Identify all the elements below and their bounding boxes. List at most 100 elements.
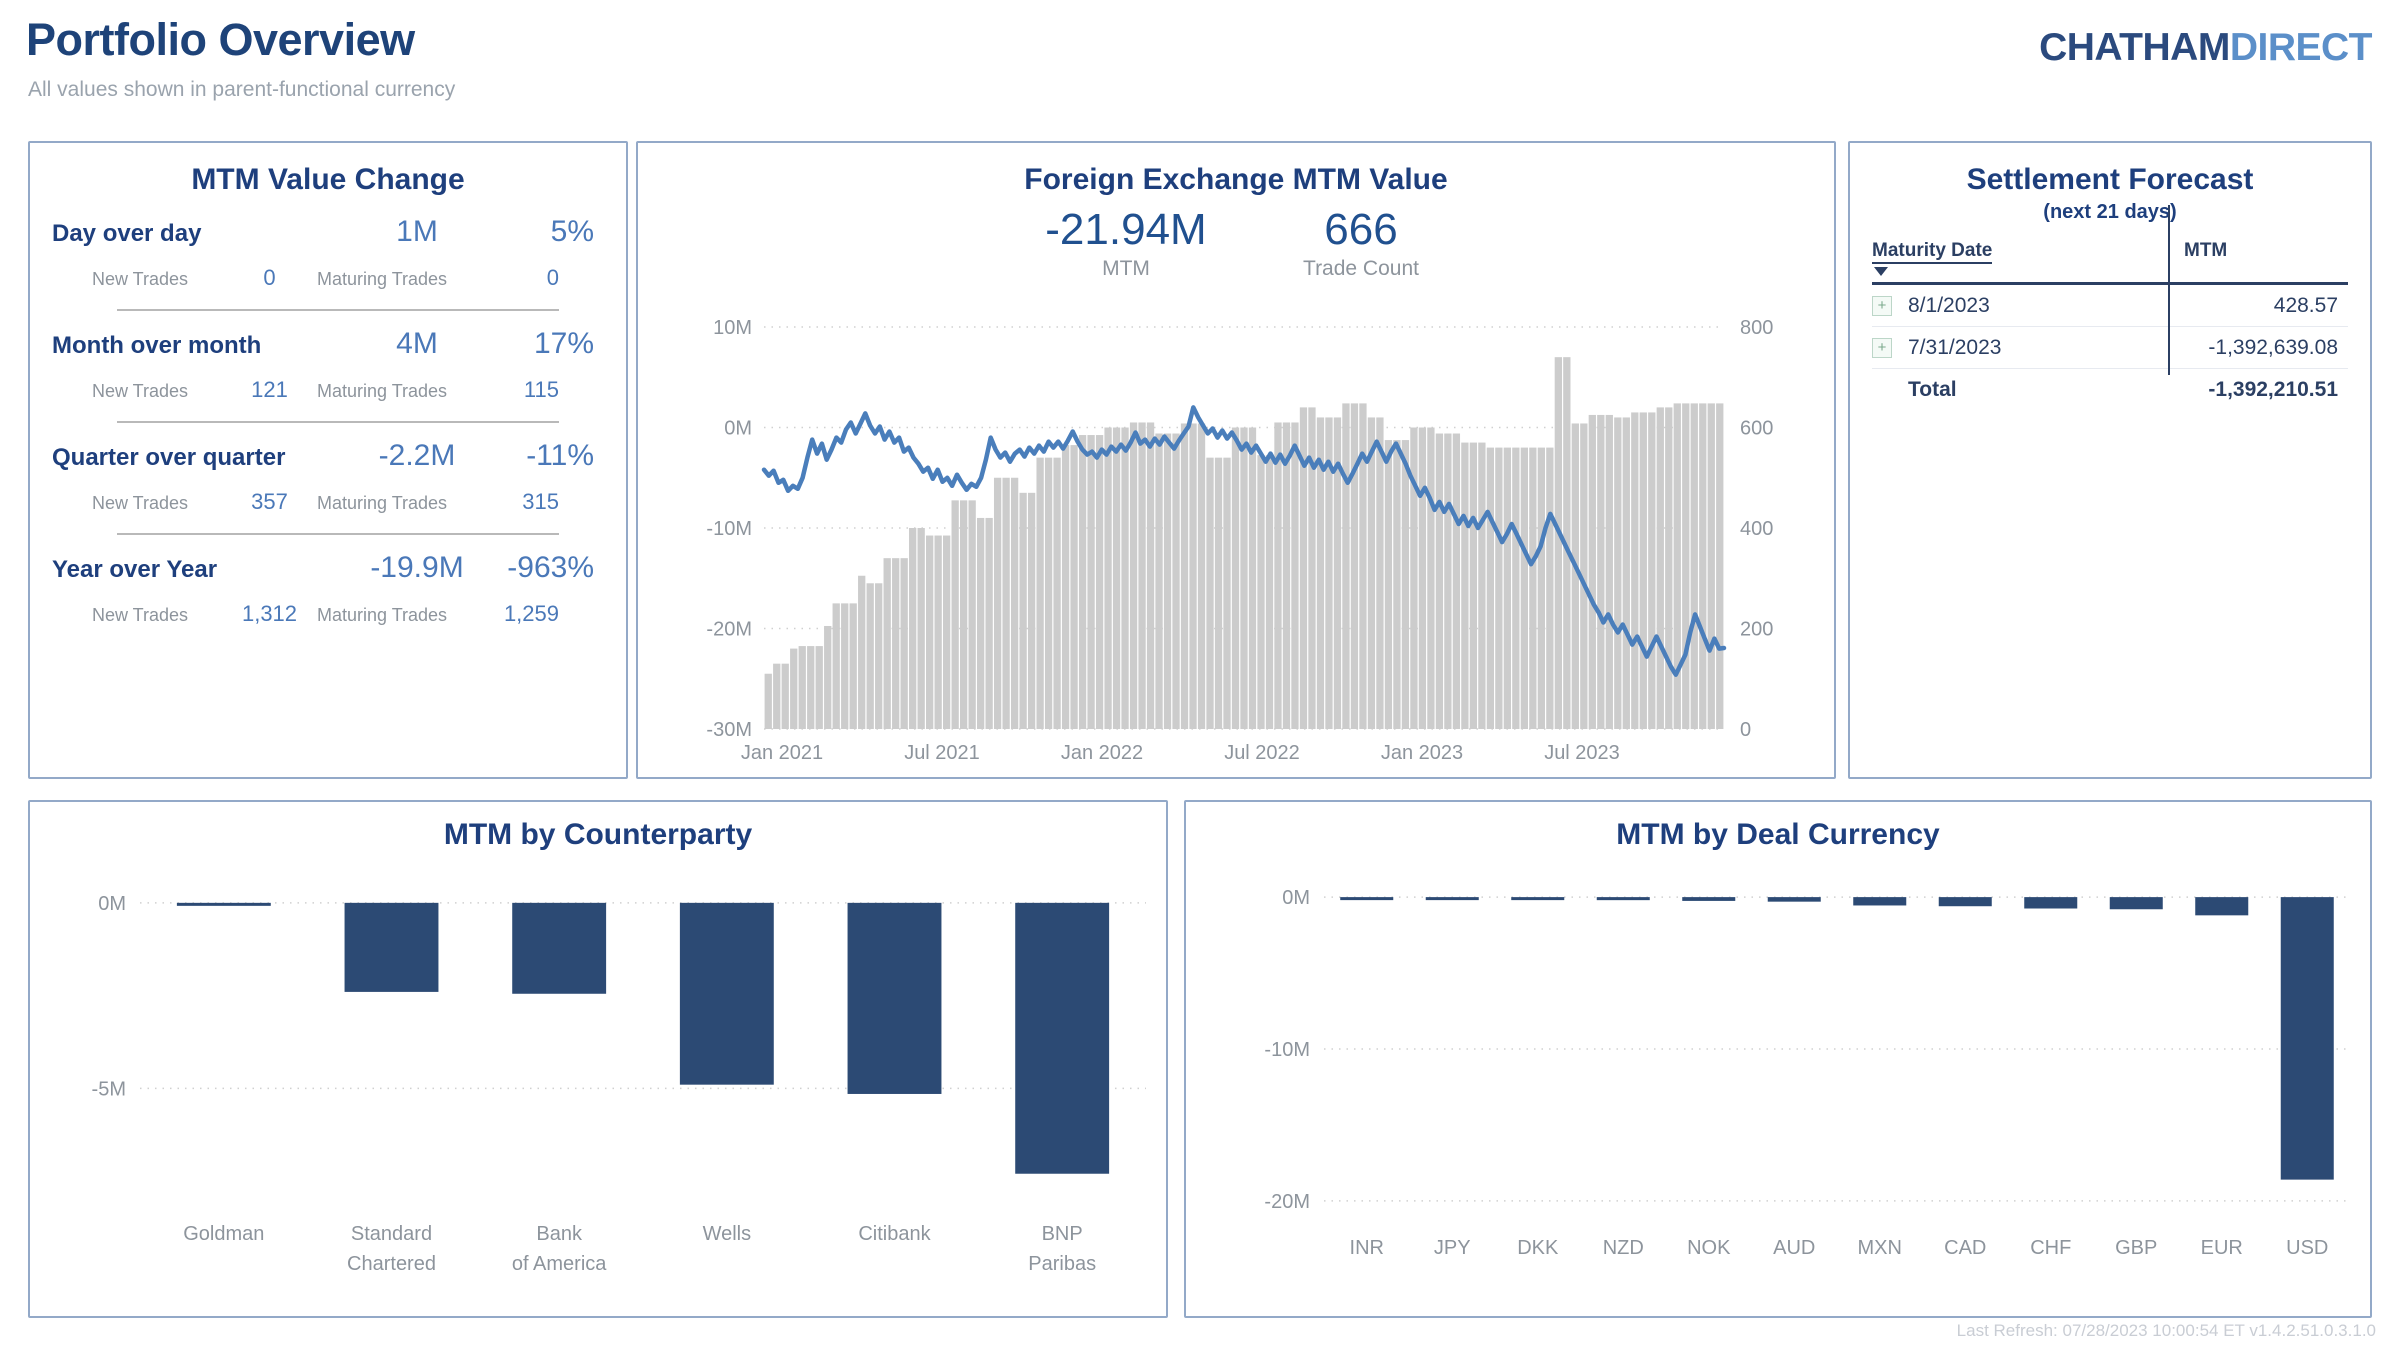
fx-kpi-trade-count: 666 Trade Count [1251, 205, 1471, 281]
mtm-row-year-over-year[interactable]: Year over Year -19.9M -963% New Trades 1… [52, 551, 604, 627]
svg-text:-20M: -20M [706, 619, 752, 641]
expand-plus-icon[interactable]: + [1872, 295, 1892, 316]
mtm-row-percent: -963% [507, 551, 594, 584]
svg-text:0: 0 [1740, 719, 1751, 741]
maturing-trades-label: Maturing Trades [317, 381, 448, 401]
table-row[interactable]: + 8/1/2023 428.57 [1872, 285, 2348, 327]
mtm-row-value: 4M [396, 327, 438, 360]
mtm-by-counterparty-card: MTM by Counterparty 0M -5M Goldman Standard… [28, 800, 1168, 1318]
column-header-mtm[interactable]: MTM [2184, 240, 2228, 261]
maturing-trades-value: 115 [523, 377, 559, 402]
mtm-row-day-over-day[interactable]: Day over day 1M 5% New Trades 0 Maturing… [52, 215, 604, 291]
maturity-date-cell: 7/31/2023 [1908, 335, 2002, 359]
maturing-trades-value: 0 [546, 265, 559, 290]
logo-text-direct: DIRECT [2229, 26, 2373, 69]
fx-kpi-row: -21.94M MTM 666 Trade Count [638, 205, 1834, 281]
mtm-row-label: Day over day [52, 220, 202, 247]
maturity-date-header-wrap[interactable]: Maturity Date [1872, 240, 2172, 276]
svg-text:Jul 2021: Jul 2021 [904, 742, 980, 764]
svg-text:Jan 2021: Jan 2021 [741, 742, 823, 764]
svg-text:USD: USD [2286, 1237, 2328, 1259]
svg-text:Chartered: Chartered [347, 1253, 436, 1275]
svg-text:-5M: -5M [92, 1078, 126, 1100]
svg-text:Bank: Bank [536, 1223, 583, 1245]
svg-text:-30M: -30M [706, 719, 752, 741]
page-title: Portfolio Overview [26, 14, 415, 65]
fx-combo-chart[interactable]: 10M 0M -10M -20M -30M 800 600 400 200 0 Jan 2021 Ju… [638, 313, 1834, 777]
mtm-row-quarter-over-quarter[interactable]: Quarter over quarter -2.2M -11% New Trad… [52, 439, 604, 515]
new-trades-label: New Trades [92, 381, 189, 401]
svg-text:-20M: -20M [1264, 1191, 1310, 1213]
svg-text:Jul 2023: Jul 2023 [1544, 742, 1620, 764]
maturing-trades-label: Maturing Trades [317, 269, 448, 289]
mtm-row-value: -2.2M [378, 439, 456, 472]
column-header-maturity-date[interactable]: Maturity Date [1872, 240, 1993, 264]
fx-kpi-trade-count-label: Trade Count [1303, 257, 1419, 281]
page-subtitle: All values shown in parent-functional cu… [28, 78, 456, 101]
deal-currency-bar-chart[interactable]: 0M -10M -20M INR JPY DKK NZD NOK AUD MXN CAD CHF GBP… [1186, 860, 2370, 1318]
svg-text:INR: INR [1350, 1237, 1384, 1259]
svg-text:EUR: EUR [2201, 1237, 2243, 1259]
mtm-row-label: Year over Year [52, 556, 218, 583]
svg-text:800: 800 [1740, 317, 1773, 339]
svg-text:10M: 10M [713, 317, 752, 339]
svg-text:0M: 0M [98, 893, 126, 915]
svg-text:Goldman: Goldman [183, 1223, 264, 1245]
svg-text:Wells: Wells [703, 1223, 752, 1245]
fx-kpi-trade-count-value: 666 [1324, 205, 1398, 254]
settlement-forecast-card: Settlement Forecast (next 21 days) Matur… [1848, 141, 2372, 779]
svg-text:CAD: CAD [1944, 1237, 1986, 1259]
svg-text:NOK: NOK [1687, 1237, 1731, 1259]
svg-text:Jul 2022: Jul 2022 [1224, 742, 1300, 764]
svg-text:-10M: -10M [1264, 1039, 1310, 1061]
counterparty-bar-chart[interactable]: 0M -5M Goldman Standard Chartered Bank of Amer… [30, 860, 1166, 1318]
total-mtm-value: -1,392,210.51 [2208, 378, 2338, 401]
svg-text:Jan 2022: Jan 2022 [1061, 742, 1143, 764]
fx-chart-title: Foreign Exchange MTM Value [1024, 163, 1448, 196]
new-trades-value: 0 [263, 265, 276, 290]
maturing-trades-value: 1,259 [503, 601, 559, 626]
table-column-separator [2168, 205, 2170, 375]
mtm-row-percent: 5% [550, 215, 594, 248]
mtm-row-percent: 17% [533, 327, 594, 360]
deal-currency-chart-svg: 0M -10M -20M INR JPY DKK NZD NOK AUD MXN CAD CHF GBP… [1264, 887, 2350, 1259]
new-trades-label: New Trades [92, 605, 189, 625]
svg-text:0M: 0M [724, 418, 752, 440]
expand-plus-icon[interactable]: + [1872, 337, 1892, 358]
svg-text:Citibank: Citibank [858, 1223, 931, 1245]
mtm-value-change-title: MTM Value Change [191, 163, 465, 196]
svg-text:AUD: AUD [1773, 1237, 1815, 1259]
svg-text:-10M: -10M [706, 518, 752, 540]
fx-kpi-mtm-label: MTM [1102, 257, 1150, 281]
svg-text:MXN: MXN [1858, 1237, 1902, 1259]
sort-descending-caret-icon [1874, 267, 1888, 276]
svg-text:NZD: NZD [1603, 1237, 1644, 1259]
fx-chart-svg: 10M 0M -10M -20M -30M 800 600 400 200 0 Jan 2021 Ju… [706, 317, 1773, 764]
svg-text:DKK: DKK [1517, 1237, 1559, 1259]
deal-currency-chart-title: MTM by Deal Currency [1616, 818, 1940, 851]
svg-text:Jan 2023: Jan 2023 [1381, 742, 1463, 764]
settlement-forecast-title: Settlement Forecast [1966, 163, 2254, 196]
table-row[interactable]: + 7/31/2023 -1,392,639.08 [1872, 327, 2348, 369]
fx-kpi-mtm: -21.94M MTM [1001, 206, 1251, 281]
maturing-trades-value: 315 [522, 489, 559, 514]
new-trades-value: 357 [251, 489, 288, 514]
mtm-row-value: -19.9M [370, 551, 464, 584]
mtm-row-month-over-month[interactable]: Month over month 4M 17% New Trades 121 M… [52, 327, 604, 403]
settlement-forecast-table: Maturity Date MTM + 8/1/2023 428.57 + 7/… [1872, 240, 2348, 411]
mtm-by-deal-currency-card: MTM by Deal Currency 0M -10M -20M INR JPY DKK… [1184, 800, 2372, 1318]
new-trades-label: New Trades [92, 493, 189, 513]
svg-text:CHF: CHF [2030, 1237, 2071, 1259]
foreign-exchange-mtm-value-card: Foreign Exchange MTM Value -21.94M MTM 6… [636, 141, 1836, 779]
svg-text:200: 200 [1740, 619, 1773, 641]
mtm-row-label: Month over month [52, 332, 262, 359]
maturing-trades-label: Maturing Trades [317, 493, 448, 513]
logo-text-chatham: CHATHAM [2039, 26, 2230, 69]
mtm-value-change-rows: Day over day 1M 5% New Trades 0 Maturing… [30, 215, 626, 627]
svg-text:Standard: Standard [351, 1223, 432, 1245]
mtm-value-change-card: MTM Value Change Day over day 1M 5% New … [28, 141, 628, 779]
mtm-row-divider [117, 309, 559, 311]
total-label: Total [1908, 378, 1957, 401]
chatham-direct-logo: CHATHAMDIRECT [2039, 26, 2372, 70]
